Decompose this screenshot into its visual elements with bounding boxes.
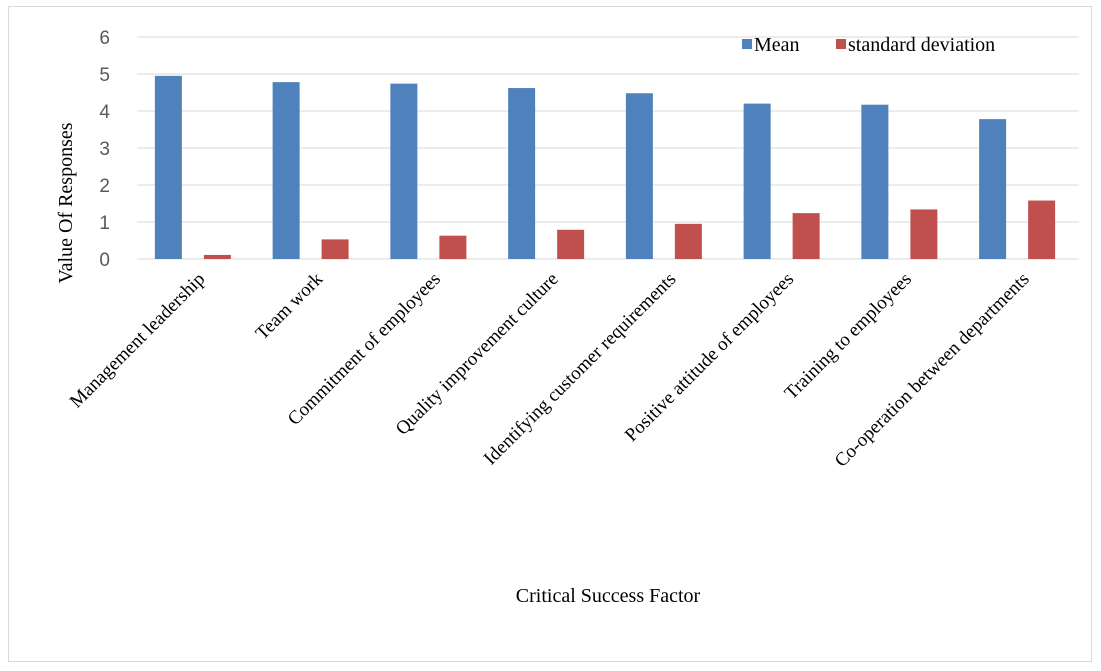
legend-swatch-mean <box>742 39 752 49</box>
bar-standard-deviation <box>557 229 585 259</box>
x-tick-label: Co-operation between departments <box>831 269 1034 472</box>
bar-standard-deviation <box>674 223 702 259</box>
y-tick-label: 2 <box>99 176 110 197</box>
bar-standard-deviation <box>321 239 349 259</box>
bar-standard-deviation <box>910 209 938 259</box>
x-tick-label: Team work <box>252 268 328 344</box>
y-tick-label: 5 <box>99 65 110 86</box>
bar-mean <box>861 104 889 260</box>
legend-label-mean: Mean <box>754 34 800 56</box>
bar-mean <box>272 82 300 259</box>
y-tick-label: 4 <box>99 102 110 123</box>
x-axis-title: Critical Success Factor <box>516 585 701 607</box>
bar-standard-deviation <box>439 235 467 259</box>
legend: Mean standard deviation <box>742 34 995 56</box>
y-tick-label: 3 <box>99 139 110 160</box>
bar-standard-deviation <box>203 254 231 259</box>
y-tick-label: 1 <box>99 213 110 234</box>
bar-mean <box>625 93 653 260</box>
y-tick-label: 0 <box>99 250 110 271</box>
x-tick-labels: Management leadership Team workCommitment… <box>66 268 1034 471</box>
y-tick-label: 6 <box>99 28 110 49</box>
x-tick-label: Identifying customer requirements <box>480 269 681 470</box>
x-tick-label: Management leadership <box>66 269 210 413</box>
bar-mean <box>154 75 182 259</box>
bar-mean <box>508 88 536 259</box>
legend-label-standard-deviation: standard deviation <box>848 34 995 56</box>
bars <box>154 75 1056 260</box>
y-axis-title: Value Of Responses <box>55 122 77 283</box>
x-tick-label: Training to employees <box>781 269 916 404</box>
bar-standard-deviation <box>792 213 820 259</box>
chart-frame <box>8 6 1092 662</box>
bar-mean <box>979 119 1007 259</box>
bar-mean <box>390 83 418 260</box>
legend-swatch-standard-deviation <box>836 39 846 49</box>
bar-mean <box>743 103 771 259</box>
bar-standard-deviation <box>1028 200 1056 259</box>
y-tick-labels: 0 1 2 3 4 5 6 <box>99 28 110 271</box>
